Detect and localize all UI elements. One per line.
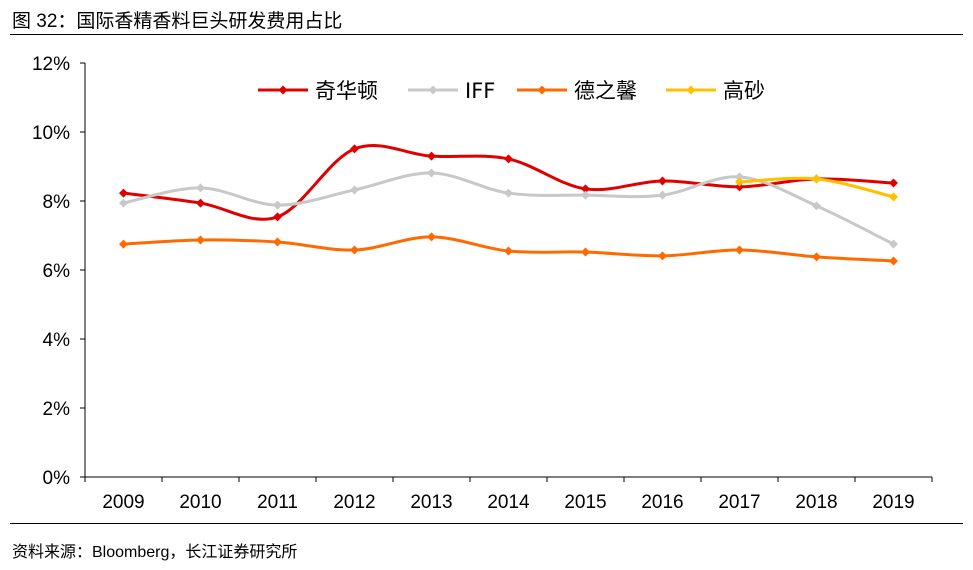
y-tick-label: 2%	[43, 399, 71, 420]
data-point	[889, 256, 898, 266]
data-point	[581, 184, 590, 194]
data-point	[350, 245, 359, 255]
x-tick-label: 2015	[564, 492, 606, 513]
data-point	[812, 201, 821, 211]
title-rule	[10, 34, 963, 35]
x-tick-label: 2012	[333, 492, 375, 513]
data-point	[812, 252, 821, 262]
figure-title: 图 32：国际香精香料巨头研发费用占比	[12, 11, 343, 32]
x-tick-label: 2019	[872, 492, 914, 513]
data-point	[889, 178, 898, 188]
data-point	[427, 232, 436, 242]
legend-label: 奇华顿	[315, 79, 378, 103]
y-tick-label: 8%	[43, 192, 71, 213]
data-point	[196, 235, 205, 245]
data-point	[427, 151, 436, 161]
data-point	[735, 177, 744, 187]
legend-marker	[537, 85, 547, 95]
data-point	[889, 192, 898, 202]
data-point	[273, 212, 282, 222]
data-point	[119, 198, 128, 208]
data-point	[735, 172, 744, 182]
data-point	[658, 176, 667, 186]
y-tick-label: 12%	[32, 54, 70, 75]
data-point	[658, 251, 667, 261]
x-tick-label: 2014	[487, 492, 530, 513]
data-point	[350, 185, 359, 195]
data-point	[735, 182, 744, 192]
series-line-0	[123, 144, 894, 221]
data-point	[504, 246, 513, 256]
data-point	[273, 200, 282, 210]
data-point	[504, 154, 513, 164]
data-point	[581, 190, 590, 200]
data-point	[196, 183, 205, 193]
data-point	[273, 237, 282, 247]
data-point	[658, 190, 667, 200]
x-tick-label: 2017	[718, 492, 760, 513]
data-point	[812, 174, 821, 184]
y-tick-label: 4%	[43, 330, 71, 351]
data-point	[504, 188, 513, 198]
y-tick-label: 6%	[43, 261, 71, 282]
x-tick-label: 2013	[410, 492, 452, 513]
legend-label: IFF	[465, 79, 495, 103]
legend-marker	[686, 85, 696, 95]
legend-marker	[278, 85, 288, 95]
source-rule	[10, 523, 963, 524]
x-tick-label: 2018	[795, 492, 837, 513]
y-tick-label: 10%	[32, 123, 70, 144]
data-point	[427, 168, 436, 178]
x-tick-label: 2016	[641, 492, 683, 513]
legend-label: 德之馨	[574, 79, 637, 103]
data-point	[196, 198, 205, 208]
data-point	[119, 188, 128, 198]
legend-marker	[428, 85, 438, 95]
data-point	[889, 239, 898, 249]
data-point	[581, 247, 590, 257]
x-tick-label: 2009	[102, 492, 144, 513]
y-tick-label: 0%	[43, 468, 71, 489]
data-point	[119, 239, 128, 249]
data-point	[350, 144, 359, 154]
legend-label: 高砂	[723, 79, 765, 103]
x-tick-label: 2011	[257, 492, 298, 513]
x-tick-label: 2010	[179, 492, 221, 513]
data-point	[735, 245, 744, 255]
source-note: 资料来源：Bloomberg，长江证券研究所	[12, 544, 298, 561]
